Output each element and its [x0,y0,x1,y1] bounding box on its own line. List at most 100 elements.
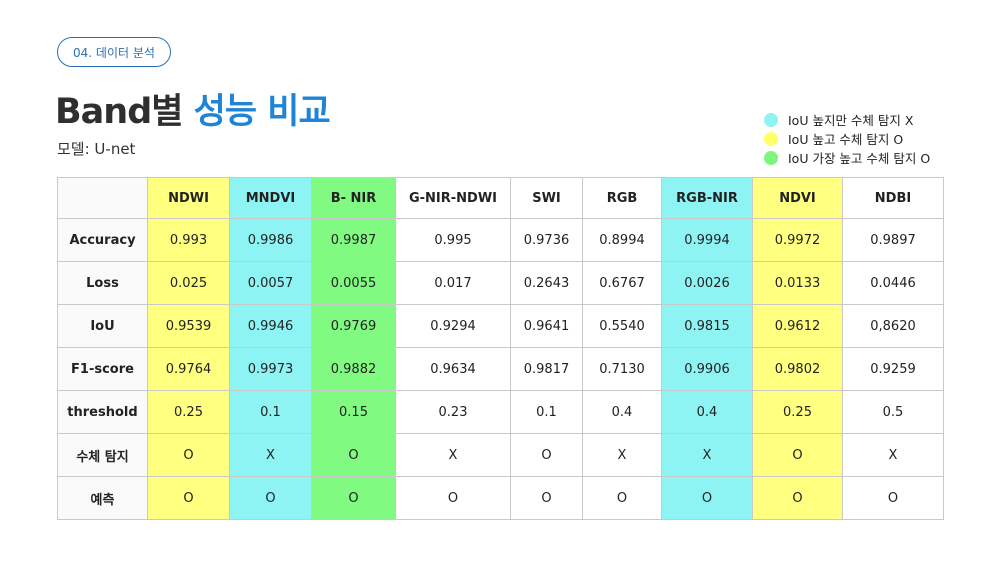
table-cell: 0.025 [147,261,230,305]
table-cell: 0.5 [842,390,944,434]
row-header: 예측 [57,476,148,520]
table-cell: O [752,433,843,477]
row-header: F1-score [57,347,148,391]
table-cell: 0.0055 [311,261,396,305]
table-cell: X [229,433,312,477]
table-cell: 0.1 [229,390,312,434]
table-row: Accuracy 0.993 0.9986 0.9987 0.995 0.9736 0.89… [57,218,944,262]
table-cell: 0.25 [752,390,843,434]
row-header: 수체 탐지 [57,433,148,477]
column-header: B- NIR [311,177,396,219]
table-body: Accuracy 0.993 0.9986 0.9987 0.995 0.9736 0.89… [57,218,944,520]
table-cell: X [842,433,944,477]
table-cell: 0.9986 [229,218,312,262]
table-cell: 0.017 [395,261,511,305]
table-cell: 0.9946 [229,304,312,348]
table-cell: 0.8994 [582,218,662,262]
legend-label: IoU 높지만 수체 탐지 X [788,113,914,128]
table-cell: 0.9972 [752,218,843,262]
table-cell: X [582,433,662,477]
table-row: Loss 0.025 0.0057 0.0055 0.017 0.2643 0.6767 0.… [57,261,944,305]
table-cell: O [510,476,583,520]
table-cell: 0.4 [661,390,753,434]
legend-dot-icon [764,112,778,127]
row-header: IoU [57,304,148,348]
table-cell: O [582,476,662,520]
table-cell: O [395,476,511,520]
table-cell: 0.9634 [395,347,511,391]
legend-dot-icon [764,131,778,146]
performance-table: NDWI MNDVI B- NIR G-NIR-NDWI SWI RGB RGB… [57,177,944,520]
page-title-part1: Band별 [55,92,194,132]
table-cell: 0.9294 [395,304,511,348]
legend-label: IoU 높고 수체 탐지 O [788,132,904,147]
table-cell: 0.9815 [661,304,753,348]
column-header: NDVI [752,177,843,219]
row-header: Accuracy [57,218,148,262]
table-cell: O [510,433,583,477]
table-row: 수체 탐지 O X O X O X X O X [57,433,944,477]
table-cell: 0.7130 [582,347,662,391]
table-cell: 0.25 [147,390,230,434]
table-cell: 0.9882 [311,347,396,391]
column-header: NDBI [842,177,944,219]
table-cell: 0.0026 [661,261,753,305]
table-cell: 0,8620 [842,304,944,348]
table-cell: O [229,476,312,520]
table-row: 예측 O O O O O O O O O [57,476,944,520]
table-cell: 0.2643 [510,261,583,305]
table-cell: O [311,476,396,520]
table-cell: 0.1 [510,390,583,434]
table-cell: 0.9259 [842,347,944,391]
table-cell: 0.0446 [842,261,944,305]
table-cell: 0.9736 [510,218,583,262]
column-header: RGB-NIR [661,177,753,219]
table-cell: 0.9802 [752,347,843,391]
table-cell: 0.9973 [229,347,312,391]
table-cell: 0.4 [582,390,662,434]
table-cell: O [147,433,230,477]
row-header: Loss [57,261,148,305]
table-cell: 0.9769 [311,304,396,348]
table-cell: 0.9994 [661,218,753,262]
table-cell: 0.9539 [147,304,230,348]
table-cell: X [661,433,753,477]
table-cell: 0.0057 [229,261,312,305]
table-cell: 0.0133 [752,261,843,305]
table-row: threshold 0.25 0.1 0.15 0.23 0.1 0.4 0.4 0.25 0.5 [57,390,944,434]
legend-item-yellow: IoU 높고 수체 탐지 O [764,129,930,148]
legend-dot-icon [764,150,778,165]
table-cell: 0.9906 [661,347,753,391]
table-cell: 0.9897 [842,218,944,262]
table-cell: O [842,476,944,520]
table-cell: O [147,476,230,520]
table-cell: 0.5540 [582,304,662,348]
table-cell: 0.9612 [752,304,843,348]
table-header-row: NDWI MNDVI B- NIR G-NIR-NDWI SWI RGB RGB… [57,177,944,219]
table-cell: 0.9764 [147,347,230,391]
section-tag: 04. 데이터 분석 [57,37,171,67]
table-cell: 0.9817 [510,347,583,391]
table-cell: 0.15 [311,390,396,434]
page-title-part2: 성능 비교 [193,92,331,132]
table-cell: O [661,476,753,520]
table-cell: O [752,476,843,520]
table-cell: 0.993 [147,218,230,262]
model-subtitle: 모델: U-net [57,140,136,158]
table-cell: 0.995 [395,218,511,262]
column-header: NDWI [147,177,230,219]
table-cell: X [395,433,511,477]
table-row: IoU 0.9539 0.9946 0.9769 0.9294 0.9641 0.5540 0… [57,304,944,348]
table-corner-cell [57,177,148,219]
column-header: G-NIR-NDWI [395,177,511,219]
table-cell: 0.23 [395,390,511,434]
table-cell: 0.9987 [311,218,396,262]
table-cell: 0.6767 [582,261,662,305]
column-header: MNDVI [229,177,312,219]
table-cell: O [311,433,396,477]
column-header: RGB [582,177,662,219]
page-title: Band별 성능 비교 [55,83,331,134]
legend: IoU 높지만 수체 탐지 X IoU 높고 수체 탐지 O IoU 가장 높고… [764,110,930,167]
table-row: F1-score 0.9764 0.9973 0.9882 0.9634 0.9817 0.… [57,347,944,391]
legend-item-cyan: IoU 높지만 수체 탐지 X [764,110,930,129]
